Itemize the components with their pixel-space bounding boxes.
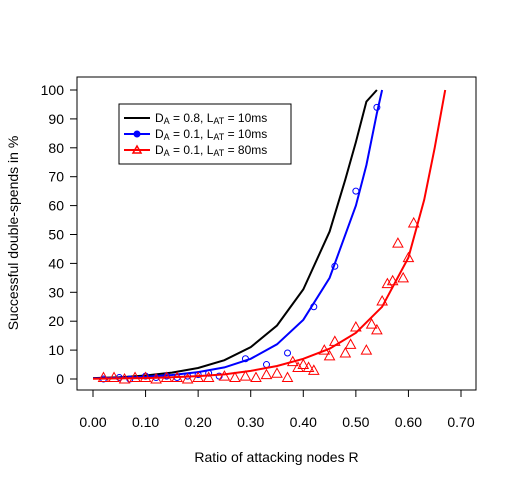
y-tick-label: 80: [48, 140, 64, 156]
series-3: [92, 89, 447, 384]
data-point: [328, 335, 341, 346]
data-point: [318, 344, 331, 355]
data-point: [307, 364, 320, 375]
x-tick-label: 0.20: [185, 414, 212, 430]
x-tick-label: 0.30: [237, 414, 264, 430]
data-point: [284, 349, 292, 357]
data-point: [150, 372, 162, 384]
y-tick-label: 70: [48, 169, 64, 185]
y-tick-label: 90: [48, 111, 64, 127]
data-point: [402, 251, 415, 263]
y-tick-label: 30: [48, 284, 64, 300]
y-axis-title: Successful double-spends in %: [5, 136, 21, 331]
legend-marker: [131, 144, 143, 154]
x-tick-label: 0.70: [447, 414, 474, 430]
data-point: [407, 216, 420, 228]
y-tick-label: 10: [48, 342, 64, 358]
data-point: [241, 355, 249, 363]
data-point: [160, 371, 173, 383]
data-point: [302, 361, 315, 372]
data-point: [339, 346, 352, 358]
data-point: [381, 277, 394, 289]
y-tick-label: 50: [48, 227, 64, 243]
y-tick-label: 40: [48, 255, 64, 271]
data-point: [360, 344, 373, 355]
x-axis-title: Ratio of attacking nodes R: [194, 449, 358, 465]
legend-entry-3: DA = 0.1, LAT = 80ms: [155, 143, 267, 158]
y-tick-label: 100: [41, 82, 65, 98]
data-point: [129, 371, 141, 383]
data-point: [239, 370, 252, 381]
data-point: [218, 370, 231, 381]
x-axis: 0.00 0.10 0.20 0.30 0.40 0.50 0.60 0.70: [79, 389, 475, 430]
data-point: [350, 320, 362, 332]
data-point: [292, 361, 304, 372]
data-point: [281, 371, 294, 383]
data-point: [286, 355, 299, 367]
data-point: [108, 371, 120, 383]
data-point: [392, 237, 404, 248]
data-point: [344, 338, 357, 349]
data-point: [310, 303, 318, 311]
data-point: [260, 368, 273, 380]
legend-marker: [133, 130, 141, 138]
data-point: [376, 294, 388, 306]
data-point: [373, 103, 381, 111]
x-tick-label: 0.40: [290, 414, 317, 430]
data-point: [323, 349, 336, 361]
series-1-line: [92, 89, 378, 380]
data-point: [202, 371, 215, 383]
plot-area: [92, 89, 447, 384]
data-point: [139, 371, 152, 383]
data-point: [271, 367, 283, 378]
x-tick-label: 0.50: [342, 414, 369, 430]
data-point: [331, 262, 339, 270]
data-point: [181, 372, 194, 384]
data-point: [229, 371, 241, 383]
data-point: [365, 318, 378, 329]
data-point: [386, 274, 399, 286]
data-point: [97, 371, 110, 383]
x-tick-label: 0.00: [79, 414, 106, 430]
series-1: [92, 89, 378, 380]
data-point: [297, 358, 310, 370]
data-point: [352, 187, 360, 195]
x-tick-label: 0.60: [395, 414, 422, 430]
y-tick-label: 20: [48, 313, 64, 329]
x-tick-label: 0.10: [132, 414, 159, 430]
y-tick-label: 0: [56, 371, 64, 387]
data-point: [397, 271, 410, 283]
y-tick-label: 60: [48, 198, 64, 214]
legend-entry-1: DA = 0.8, LAT = 10ms: [155, 111, 267, 126]
data-point: [192, 371, 204, 383]
data-point: [371, 323, 383, 335]
data-point: [250, 371, 262, 383]
y-axis: 0 10 20 30 40 50 60 70 80 90 100: [41, 82, 78, 387]
data-point: [118, 372, 131, 384]
data-point: [171, 371, 183, 383]
series-2-line: [92, 89, 384, 380]
legend-entry-2: DA = 0.1, LAT = 10ms: [155, 127, 267, 142]
